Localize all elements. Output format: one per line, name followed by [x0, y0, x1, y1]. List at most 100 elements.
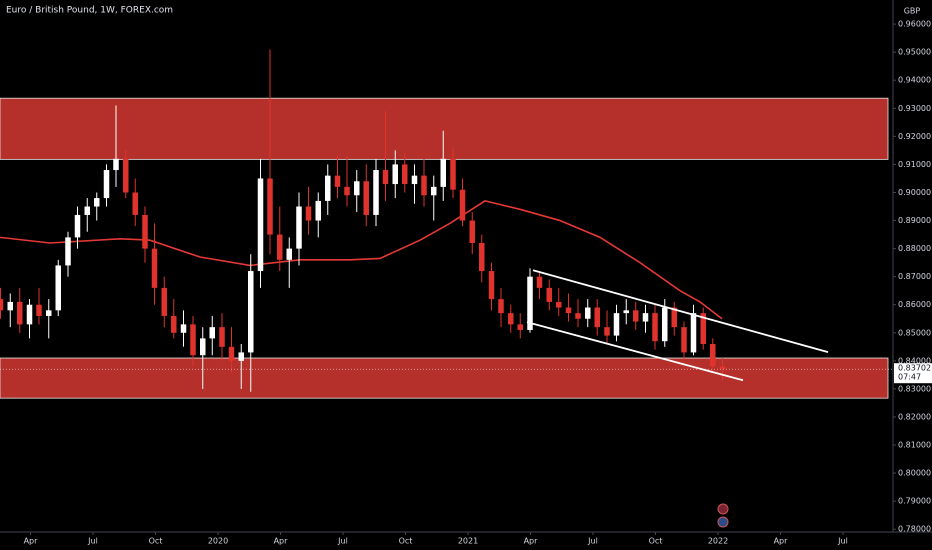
candle-body: [248, 271, 254, 353]
trend-line: [526, 321, 744, 382]
candle-body: [382, 170, 389, 185]
candle-body: [623, 310, 629, 314]
y-tick-label: 0.80000: [898, 469, 931, 478]
candle-body: [132, 192, 138, 215]
candle-body: [257, 178, 264, 272]
candle-body: [209, 327, 215, 339]
candle-body: [469, 220, 475, 243]
candle-body: [585, 307, 591, 319]
x-tick-label: Oct: [649, 537, 663, 546]
candle-body: [277, 234, 283, 260]
x-tick-label: Oct: [399, 537, 413, 546]
candle-body: [17, 301, 23, 325]
y-tick-label: 0.91000: [898, 160, 931, 169]
candle-body: [103, 170, 110, 199]
candle-body: [488, 271, 495, 300]
candle-body: [402, 164, 408, 185]
y-tick-label: 0.90000: [898, 188, 931, 197]
candle-body: [334, 175, 341, 187]
y-tick-label: 0.79000: [898, 497, 931, 506]
candle-body: [84, 206, 90, 215]
candle-body: [0, 299, 4, 311]
candle-body: [55, 265, 61, 311]
y-tick-label: 0.94000: [898, 76, 931, 85]
candle-body: [46, 310, 52, 316]
event-icon[interactable]: [717, 503, 729, 515]
candle-body: [594, 307, 600, 328]
event-icon[interactable]: [717, 516, 729, 528]
candle-body: [7, 301, 13, 311]
candle-body: [228, 346, 235, 361]
candle-body: [267, 178, 273, 235]
last-price-label: 0.83702: [898, 364, 931, 373]
last-price-box: [894, 363, 932, 384]
candle-body: [113, 158, 119, 171]
candle-body: [171, 315, 177, 333]
candle-body: [190, 324, 196, 356]
candle-body: [527, 276, 533, 330]
candle-body: [546, 287, 552, 302]
candle-body: [36, 304, 42, 316]
y-tick-label: 0.78000: [898, 525, 931, 534]
candle-body: [556, 301, 562, 308]
candle-body: [575, 313, 581, 319]
candle-body: [517, 324, 523, 330]
x-tick-label: Jul: [337, 537, 348, 546]
candle-body: [642, 313, 649, 322]
candle-body: [498, 299, 504, 314]
candle-body: [151, 248, 158, 288]
candle-body: [373, 170, 379, 215]
candle-body: [325, 175, 331, 201]
candle-body: [421, 175, 427, 196]
y-tick-label: 0.89000: [898, 216, 931, 225]
y-tick-label: 0.95000: [898, 48, 931, 57]
y-tick-label: 0.85000: [898, 328, 931, 337]
x-tick-label: 2021: [458, 537, 478, 546]
candle-body: [296, 206, 302, 249]
candle-body: [238, 352, 244, 361]
x-tick-label: Apr: [24, 537, 39, 546]
x-tick-label: Jul: [587, 537, 598, 546]
candle-body: [479, 242, 485, 272]
candle-body: [700, 313, 706, 345]
candle-body: [200, 338, 206, 356]
y-tick-label: 0.86000: [898, 300, 931, 309]
candle-body: [392, 164, 398, 185]
candle-body: [536, 276, 543, 288]
candle-body: [305, 206, 312, 221]
zone: [0, 97, 889, 160]
x-tick-label: Apr: [774, 537, 789, 546]
candle-body: [652, 313, 658, 342]
candle-body: [633, 310, 639, 322]
moving-average: [0, 200, 723, 320]
candle-body: [431, 186, 437, 196]
candle-body: [508, 313, 514, 325]
x-tick-label: Jul: [837, 537, 848, 546]
x-tick-label: 2020: [208, 537, 228, 546]
trend-line: [532, 269, 829, 354]
candle-body: [411, 175, 418, 185]
candle-body: [123, 158, 129, 193]
y-tick-label: 0.93000: [898, 104, 931, 113]
y-tick-label: 0.84000: [898, 356, 931, 365]
candle-body: [344, 186, 350, 196]
candle-body: [440, 158, 446, 187]
zone: [0, 357, 889, 399]
y-tick-label: 0.88000: [898, 244, 931, 253]
candle-body: [681, 327, 687, 353]
y-tick-label: 0.87000: [898, 272, 931, 281]
candle-body: [286, 248, 292, 260]
y-tick-label: 0.82000: [898, 412, 931, 421]
candle-body: [690, 313, 697, 353]
y-tick-label: 0.92000: [898, 132, 931, 141]
candle-body: [94, 198, 100, 207]
candle-body: [219, 327, 225, 347]
candle-body: [180, 324, 187, 333]
candle-body: [161, 287, 167, 316]
candle-body: [363, 181, 369, 215]
candle-body: [450, 158, 456, 190]
candle-body: [315, 200, 321, 221]
candle-body: [142, 214, 148, 249]
